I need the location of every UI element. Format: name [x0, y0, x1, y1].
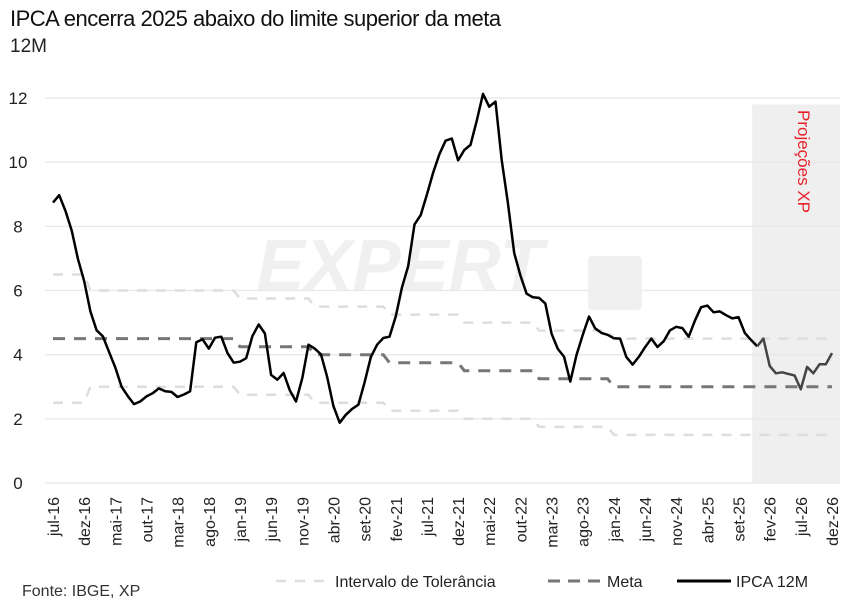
chart-title: IPCA encerra 2025 abaixo do limite super…: [10, 6, 501, 31]
projection-label: Projeções XP: [794, 110, 813, 213]
watermark: EXPERT: [257, 226, 550, 306]
y-tick-label: 8: [13, 217, 22, 236]
x-tick-label: jul-16: [46, 497, 63, 537]
x-tick-label: jun-24: [638, 497, 655, 543]
x-tick-label: jul-21: [420, 497, 437, 537]
meta-line: [53, 337, 832, 389]
chart-subtitle: 12M: [10, 36, 47, 57]
x-tick-label: ago-23: [576, 497, 593, 547]
y-tick-label: 12: [9, 89, 28, 108]
ipca-line: [52, 92, 759, 424]
legend-ipca-label: IPCA 12M: [736, 574, 808, 591]
y-tick-label: 10: [9, 153, 28, 172]
y-tick-label: 2: [13, 410, 22, 429]
x-tick-label: jul-26: [794, 497, 811, 537]
x-tick-label: fev-21: [389, 497, 406, 542]
x-tick-label: jun-19: [264, 497, 281, 543]
y-tick-label: 6: [13, 282, 22, 301]
y-tick-label: 4: [13, 346, 22, 365]
source-note: Fonte: IBGE, XP: [22, 583, 141, 600]
legend-meta-label: Meta: [607, 574, 643, 591]
x-tick-label: out-17: [139, 497, 156, 542]
ipca-projection-line: [756, 337, 834, 391]
watermark-logo: [588, 256, 642, 310]
legend-tolerance-label: Intervalo de Tolerância: [335, 574, 496, 591]
x-tick-label: dez-16: [77, 497, 94, 546]
x-tick-label: nov-19: [295, 497, 312, 546]
x-tick-label: nov-24: [669, 497, 686, 546]
x-tick-label: ago-18: [202, 497, 219, 547]
x-tick-label: jan-24: [607, 497, 624, 543]
tolerance-lower-line: [53, 385, 832, 437]
x-tick-label: dez-26: [825, 497, 842, 546]
x-tick-label: mar-18: [171, 497, 188, 548]
x-tick-label: abr-25: [700, 497, 717, 543]
x-tick-label: mai-22: [482, 497, 499, 546]
x-tick-label: out-22: [513, 497, 530, 542]
tolerance-upper-line: [53, 273, 832, 340]
x-tick-label: jan-19: [233, 497, 250, 543]
x-tick-label: fev-26: [763, 497, 780, 542]
x-tick-label: mar-23: [545, 497, 562, 548]
projection-area: [752, 104, 840, 484]
y-tick-label: 0: [13, 474, 22, 493]
x-tick-label: dez-21: [451, 497, 468, 546]
x-tick-label: mai-17: [108, 497, 125, 546]
x-tick-label: set-20: [358, 497, 375, 542]
x-tick-label: abr-20: [326, 497, 343, 543]
x-tick-label: set-25: [732, 497, 749, 542]
